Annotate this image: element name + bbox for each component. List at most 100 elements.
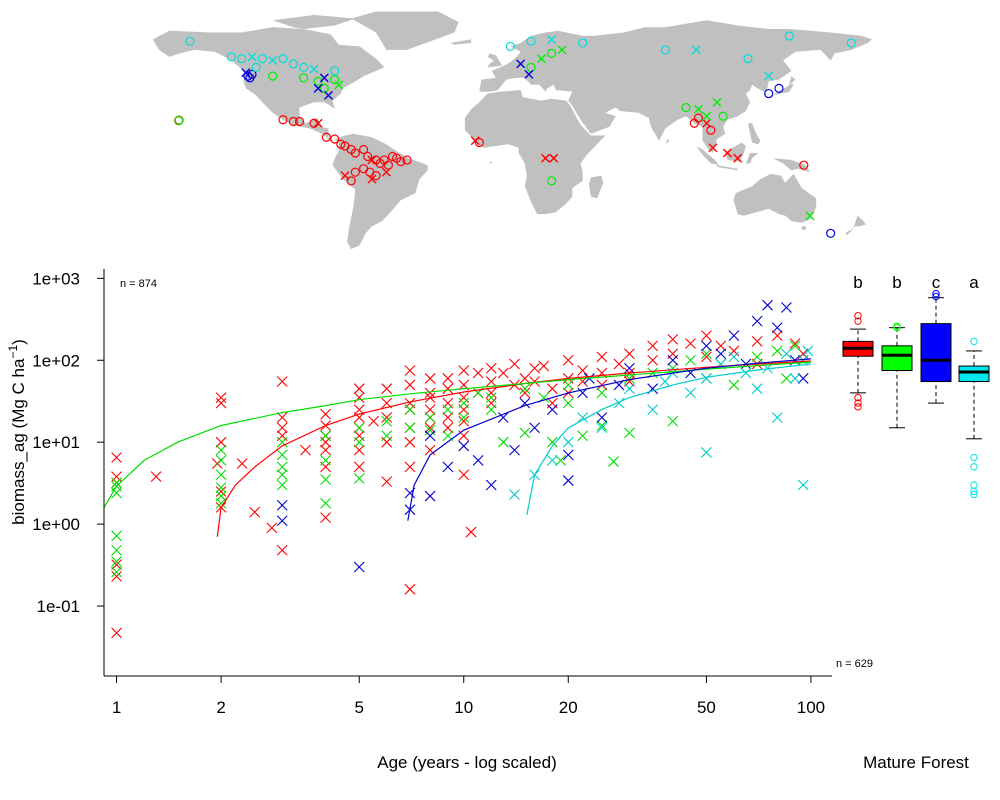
data-point — [111, 452, 122, 463]
boxplot-outlier — [932, 292, 940, 301]
data-point — [781, 302, 792, 313]
map-landmass — [351, 11, 459, 50]
data-point — [381, 383, 393, 395]
data-point — [562, 436, 574, 448]
data-point — [404, 422, 416, 434]
map-site-circle — [547, 176, 557, 186]
map-site-cross — [536, 54, 546, 64]
map-site-circle — [346, 176, 356, 186]
boxplot-significance-letter: c — [932, 273, 941, 292]
map-landmass — [717, 165, 738, 171]
data-point — [424, 422, 436, 434]
data-point — [781, 373, 792, 384]
data-point — [424, 424, 436, 436]
data-point — [150, 471, 162, 483]
map-site-circle — [505, 41, 515, 52]
map-site-cross — [549, 153, 559, 163]
data-point — [751, 335, 763, 347]
data-point — [276, 449, 288, 461]
map-site-circle — [826, 228, 836, 238]
data-point — [701, 330, 712, 341]
data-point — [701, 348, 712, 360]
data-point — [320, 408, 331, 420]
map-site-circle — [268, 71, 278, 81]
data-point — [740, 367, 752, 379]
map-site-circle — [764, 88, 774, 99]
data-point — [647, 340, 659, 352]
data-point — [215, 454, 227, 466]
data-point — [701, 447, 712, 458]
fit-curve — [216, 360, 811, 537]
data-point — [404, 583, 416, 595]
data-point — [546, 436, 558, 448]
map-site-circle — [245, 73, 255, 83]
data-point — [667, 354, 679, 366]
map-site-cross — [722, 148, 732, 158]
data-point — [442, 412, 454, 423]
data-point — [577, 430, 589, 442]
map-site-cross — [540, 153, 550, 163]
boxplot-group: b — [842, 273, 874, 411]
y-axis-label-main: biomass_ag (Mg C ha — [9, 358, 28, 525]
data-point — [320, 444, 331, 456]
map-site-cross — [381, 167, 391, 177]
n-bottom-annotation: n = 629 — [836, 658, 873, 670]
data-point — [485, 362, 497, 374]
data-point — [276, 412, 288, 423]
data-point — [424, 404, 436, 415]
map-site-cross — [313, 83, 323, 93]
map-landmass — [588, 175, 604, 199]
boxplot-outlier — [970, 463, 978, 471]
map-site-circle — [251, 62, 261, 72]
data-point — [529, 376, 541, 387]
boxplot-box — [920, 323, 952, 383]
boxplot-group: a — [958, 273, 990, 499]
map-site-circle — [693, 113, 704, 123]
data-point — [424, 444, 436, 456]
boxplot-outlier — [970, 337, 978, 346]
map-site-circle — [743, 54, 753, 64]
map-landmass — [487, 53, 503, 68]
data-point — [381, 476, 393, 488]
data-point — [111, 471, 122, 483]
data-point — [249, 506, 261, 518]
data-point — [485, 479, 497, 491]
data-point — [509, 444, 520, 456]
y-axis-label-end: ) — [9, 339, 28, 345]
map-site-circle — [359, 144, 369, 155]
map-site-cross — [516, 59, 526, 69]
boxplot-outlier — [854, 399, 862, 407]
data-point — [485, 392, 497, 404]
boxplot-outlier — [970, 487, 978, 496]
boxplot-title: Mature Forest — [863, 753, 969, 772]
data-point — [215, 436, 227, 448]
boxplot-significance-letter: a — [969, 273, 979, 292]
map-site-circle — [313, 76, 323, 86]
x-tick-label: 100 — [797, 698, 825, 717]
map-site-circle — [185, 36, 195, 46]
map-site-circle — [330, 75, 340, 85]
map-site-circle — [578, 38, 588, 48]
map-site-circle — [547, 48, 557, 59]
y-tick-label: 1e+03 — [32, 269, 80, 288]
map-landmass — [748, 123, 761, 145]
data-point — [519, 427, 531, 439]
data-point — [215, 392, 227, 404]
map-site-circle — [396, 157, 406, 167]
data-point — [276, 479, 288, 491]
data-point — [667, 333, 679, 345]
map-site-circle — [799, 160, 809, 170]
data-point — [751, 351, 763, 363]
boxplot-outlier — [893, 323, 901, 332]
boxplot-outlier — [854, 317, 862, 325]
data-point — [647, 354, 659, 366]
data-point — [424, 373, 436, 384]
data-point — [596, 351, 608, 363]
data-point — [789, 338, 801, 349]
data-point — [659, 376, 671, 387]
data-point — [577, 365, 589, 376]
data-point — [596, 420, 608, 431]
y-axis-label-sup: −1 — [6, 345, 20, 359]
map-site-circle — [784, 31, 794, 41]
data-point — [276, 376, 288, 387]
